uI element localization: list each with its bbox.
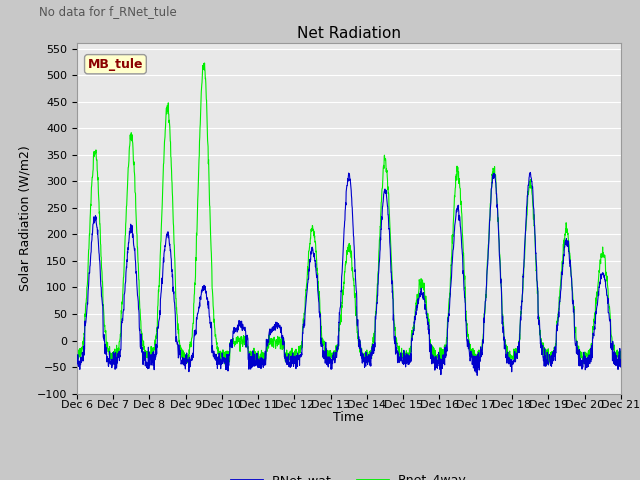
Title: Net Radiation: Net Radiation xyxy=(297,25,401,41)
Legend: RNet_wat, Rnet_4way: RNet_wat, Rnet_4way xyxy=(226,469,472,480)
Text: MB_tule: MB_tule xyxy=(88,58,143,71)
X-axis label: Time: Time xyxy=(333,411,364,424)
Y-axis label: Solar Radiation (W/m2): Solar Radiation (W/m2) xyxy=(18,145,31,291)
Text: No data for f_RNet_tule: No data for f_RNet_tule xyxy=(38,5,177,18)
